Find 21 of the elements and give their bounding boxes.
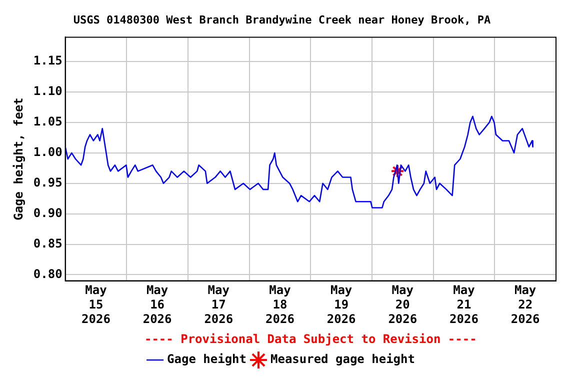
- x-tick-label: May 21 2026: [450, 283, 478, 326]
- x-tick-label: May 16 2026: [142, 283, 172, 326]
- chart-title: USGS 01480300 West Branch Brandywine Creek near Honey Brook, PA: [73, 13, 491, 26]
- x-tick-label: May 20 2026: [388, 283, 418, 326]
- y-tick-label: 1.15: [33, 54, 62, 68]
- y-tick-label: 0.85: [33, 236, 62, 250]
- x-tick-label: May 17 2026: [204, 283, 234, 326]
- y-tick-label: 1.00: [33, 145, 62, 160]
- y-tick-label: 1.05: [33, 114, 62, 129]
- text: ---- Provisional Data Subject to Revision ----: [144, 332, 477, 346]
- x-tick-label: May 19 2026: [326, 283, 356, 326]
- legend-label: Measured gage height: [270, 352, 415, 366]
- x-tick-label: May 22 2026: [510, 283, 540, 326]
- y-axis-title: Gage height, feet: [11, 98, 26, 220]
- y-tick-label: 0.80: [33, 266, 62, 281]
- y-tick-label: 0.95: [33, 175, 62, 190]
- y-tick-label: 0.90: [33, 206, 62, 220]
- x-tick-label: May 18 2026: [266, 283, 294, 326]
- legend-label: Gage height: [167, 352, 247, 366]
- y-tick-label: 1.10: [33, 84, 62, 98]
- x-tick-label: May 15 2026: [82, 283, 110, 326]
